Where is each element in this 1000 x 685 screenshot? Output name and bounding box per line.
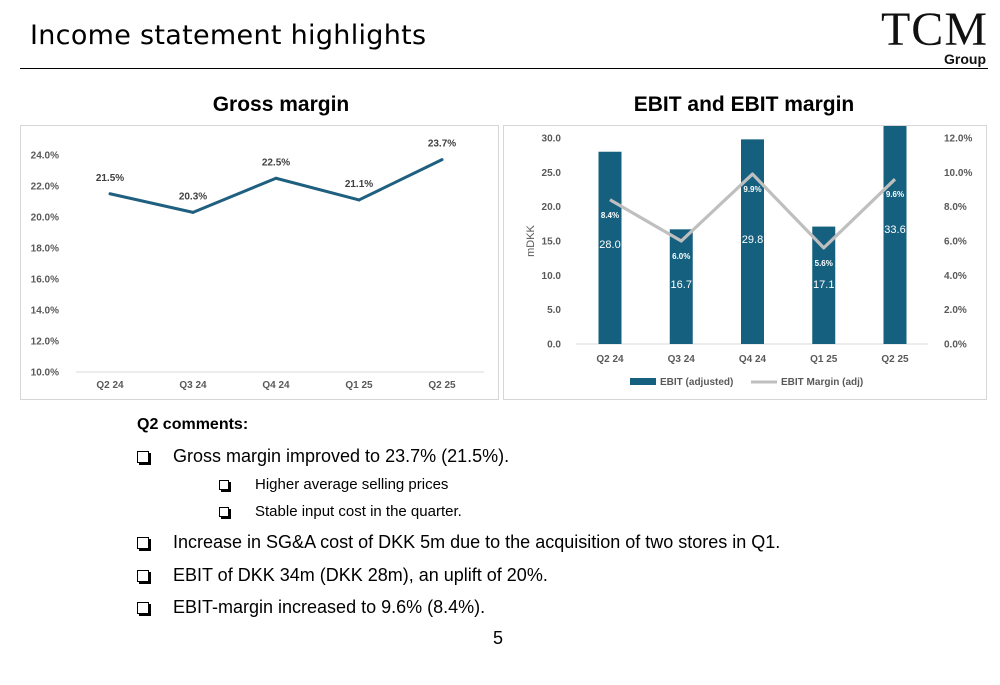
bar-value-label: 33.6 [884, 224, 905, 236]
bar-value-label: 16.7 [671, 279, 692, 291]
checkbox-bullet-icon [137, 536, 149, 549]
margin-value-label: 8.4% [601, 211, 619, 220]
comments-title: Q2 comments: [137, 416, 249, 433]
company-logo: TCM Group [858, 3, 988, 68]
x-tick-label: Q2 24 [596, 354, 624, 365]
x-tick-label: Q1 25 [345, 380, 373, 391]
comment-text: Stable input cost in the quarter. [255, 503, 462, 520]
y-tick-label: 22.0% [31, 182, 59, 193]
data-point [357, 198, 361, 202]
checkbox-bullet-icon [137, 601, 149, 614]
title-divider [20, 68, 988, 69]
data-point [440, 158, 444, 162]
logo-main-text: TCM [880, 3, 988, 56]
y-tick-label: 0.0 [547, 340, 561, 351]
legend-label: EBIT (adjusted) [660, 377, 733, 388]
data-label: 20.3% [179, 191, 207, 202]
ebit-bar [883, 113, 907, 344]
legend-bar-swatch [630, 378, 656, 385]
y-tick-label: 20.0 [542, 202, 562, 213]
slide-title: Income statement highlights [30, 20, 427, 51]
gross-margin-chart-panel: 10.0% 12.0% 14.0% 16.0% 18.0% 20.0% 22.0% 24.0%… [20, 125, 499, 400]
x-tick-label: Q2 25 [881, 354, 909, 365]
ebit-bar [812, 226, 836, 344]
ebit-chart: 0.0 5.0 10.0 15.0 20.0 25.0 30.0 0.0% 2.0% 4.0% 6.… [525, 113, 972, 388]
x-tick-label: Q1 25 [810, 354, 838, 365]
y-tick-label: 10.0% [31, 368, 59, 379]
comment-sub-bullet-1: Higher average selling prices [219, 476, 448, 493]
x-tick-label: Q3 24 [668, 354, 696, 365]
checkbox-bullet-icon [219, 506, 229, 517]
y2-tick-label: 0.0% [944, 340, 967, 351]
margin-value-label: 9.9% [743, 185, 761, 194]
y-tick-label: 5.0 [547, 305, 561, 316]
y-tick-label: 16.0% [31, 275, 59, 286]
margin-value-label: 6.0% [672, 252, 690, 261]
data-point [274, 176, 278, 180]
x-tick-label: Q3 24 [179, 380, 207, 391]
bar-value-label: 29.8 [742, 234, 763, 246]
ebit-bar [598, 151, 622, 344]
ebit-chart-title: EBIT and EBIT margin [633, 93, 855, 116]
y-tick-label: 15.0 [542, 237, 562, 248]
y-tick-label: 30.0 [542, 134, 562, 145]
ebit-margin-line [609, 172, 897, 250]
y2-tick-label: 6.0% [944, 237, 967, 248]
comment-bullet-4: EBIT-margin increased to 9.6% (8.4%). [137, 597, 485, 618]
comment-bullet-1: Gross margin improved to 23.7% (21.5%). [137, 446, 509, 467]
ebit-bar [741, 139, 764, 344]
data-label: 21.5% [96, 173, 124, 184]
data-point [108, 192, 112, 196]
comment-text: EBIT of DKK 34m (DKK 28m), an uplift of … [173, 565, 548, 585]
y-tick-label: 12.0% [31, 337, 59, 348]
y-tick-label: 10.0 [542, 271, 562, 282]
bar-value-label: 17.1 [813, 279, 834, 291]
bar-value-label: 28.0 [599, 239, 620, 251]
checkbox-bullet-icon [137, 450, 149, 463]
gross-margin-chart: 10.0% 12.0% 14.0% 16.0% 18.0% 20.0% 22.0% 24.0%… [31, 139, 484, 391]
legend-label: EBIT Margin (adj) [781, 377, 863, 388]
y2-tick-label: 10.0% [944, 168, 972, 179]
margin-value-label: 5.6% [815, 259, 833, 268]
checkbox-bullet-icon [219, 479, 229, 490]
comment-text: Gross margin improved to 23.7% (21.5%). [173, 446, 510, 466]
y-tick-label: 20.0% [31, 213, 59, 224]
checkbox-bullet-icon [137, 569, 149, 582]
comment-bullet-3: EBIT of DKK 34m (DKK 28m), an uplift of … [137, 565, 548, 586]
gross-margin-chart-title: Gross margin [212, 93, 350, 116]
comment-sub-bullet-2: Stable input cost in the quarter. [219, 503, 462, 520]
x-tick-label: Q2 25 [428, 380, 456, 391]
data-label: 21.1% [345, 179, 373, 190]
ebit-bar [669, 229, 693, 344]
ebit-chart-panel: 0.0 5.0 10.0 15.0 20.0 25.0 30.0 0.0% 2.0% 4.0% 6.… [503, 113, 987, 400]
y2-tick-label: 4.0% [944, 271, 967, 282]
y-tick-label: 14.0% [31, 306, 59, 317]
y-tick-label: 25.0 [542, 168, 562, 179]
y2-tick-label: 8.0% [944, 202, 967, 213]
logo-sub-text: Group [944, 51, 986, 67]
y2-tick-label: 2.0% [944, 305, 967, 316]
comment-text: Higher average selling prices [255, 476, 449, 493]
margin-value-label: 9.6% [886, 190, 904, 199]
y2-tick-label: 12.0% [944, 134, 972, 145]
comment-bullet-2: Increase in SG&A cost of DKK 5m due to t… [137, 532, 780, 553]
x-tick-label: Q4 24 [739, 354, 767, 365]
x-tick-label: Q2 24 [96, 380, 124, 391]
comment-text: EBIT-margin increased to 9.6% (8.4%). [173, 597, 486, 617]
page-number: 5 [493, 628, 504, 648]
data-label: 22.5% [262, 157, 290, 168]
y-tick-label: 18.0% [31, 244, 59, 255]
y-tick-label: 24.0% [31, 151, 59, 162]
data-label: 23.7% [428, 139, 456, 150]
x-tick-label: Q4 24 [262, 380, 290, 391]
data-point [191, 210, 195, 214]
y-axis-label: mDKK [525, 224, 537, 256]
comment-text: Increase in SG&A cost of DKK 5m due to t… [173, 532, 781, 552]
